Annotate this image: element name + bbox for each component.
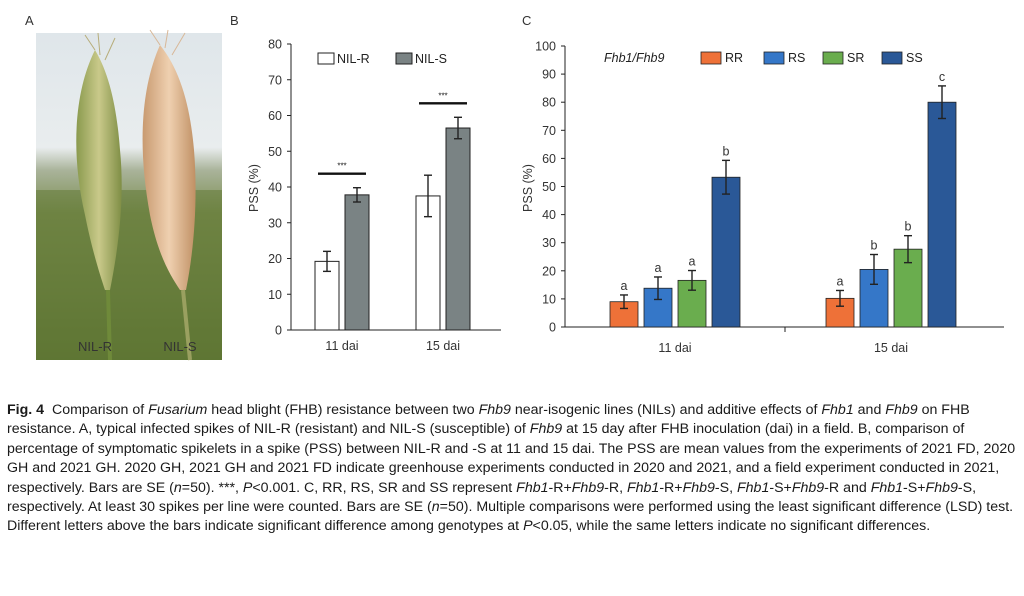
c-significance-letter: b bbox=[905, 220, 912, 234]
c-bar-ss bbox=[927, 101, 957, 328]
c-y-tick-label: 80 bbox=[542, 96, 556, 110]
b-bar-nil-s bbox=[344, 194, 370, 331]
b-y-tick-label: 60 bbox=[268, 109, 282, 123]
panel-b-y-axis-title: PSS (%) bbox=[247, 164, 261, 212]
legend-swatch-nil-s bbox=[395, 52, 413, 65]
b-y-tick-label: 30 bbox=[268, 216, 282, 230]
b-bar-nil-r bbox=[314, 260, 340, 331]
c-y-tick-label: 100 bbox=[535, 40, 556, 54]
c-y-tick-label: 90 bbox=[542, 68, 556, 82]
c-y-tick-label: 0 bbox=[549, 321, 556, 335]
caption-fig-label: Fig. 4 bbox=[7, 402, 45, 418]
b-bar-nil-r bbox=[415, 195, 441, 331]
c-significance-letter: a bbox=[655, 261, 662, 275]
panel-a-label: A bbox=[25, 13, 34, 28]
b-y-tick-label: 40 bbox=[268, 181, 282, 195]
c-significance-letter: a bbox=[837, 274, 844, 288]
c-y-tick-label: 40 bbox=[542, 208, 556, 222]
wheat-photo bbox=[36, 29, 222, 361]
b-significance-label: *** bbox=[438, 91, 447, 100]
nil-s-photo-label: NIL-S bbox=[163, 339, 197, 354]
figure: A NIL-R NIL-S B NIL-R NIL-S PSS (%) 0 10 2… bbox=[25, 13, 1004, 361]
b-y-tick-label: 20 bbox=[268, 252, 282, 266]
nil-r-photo-label: NIL-R bbox=[78, 339, 112, 354]
legend-label-ss: SS bbox=[906, 51, 923, 65]
b-significance-label: *** bbox=[337, 162, 346, 171]
b-y-tick-label: 80 bbox=[268, 38, 282, 52]
b-x-tick-label: 11 dai bbox=[325, 339, 358, 353]
c-y-tick-label: 50 bbox=[542, 180, 556, 194]
legend-label-rs: RS bbox=[788, 51, 805, 65]
legend-swatch-ss bbox=[881, 51, 903, 65]
panel-b-label: B bbox=[230, 13, 239, 28]
legend-swatch-nil-r bbox=[317, 52, 335, 65]
c-y-tick-label: 30 bbox=[542, 236, 556, 250]
b-y-tick-label: 70 bbox=[268, 73, 282, 87]
c-y-tick-label: 10 bbox=[542, 292, 556, 306]
legend-title: Fhb1/Fhb9 bbox=[604, 51, 665, 65]
b-x-tick-label: 15 dai bbox=[426, 339, 460, 353]
c-x-tick-label: 11 dai bbox=[658, 341, 691, 355]
c-x-tick-label: 15 dai bbox=[874, 341, 908, 355]
b-bar-nil-s bbox=[445, 127, 471, 331]
panel-b-chart: B NIL-R NIL-S PSS (%) 0 10 20 30 40 50 60 70 80 1… bbox=[230, 13, 501, 353]
legend-label-sr: SR bbox=[847, 51, 864, 65]
c-y-tick-label: 60 bbox=[542, 152, 556, 166]
c-significance-letter: a bbox=[621, 279, 628, 293]
panel-c-label: C bbox=[522, 13, 531, 28]
panel-c-y-axis-title: PSS (%) bbox=[521, 164, 535, 212]
b-y-tick-label: 0 bbox=[275, 324, 282, 338]
figure-caption: Fig. 4 Comparison of Fusarium head bligh… bbox=[7, 402, 1016, 535]
legend-swatch-rr bbox=[700, 51, 722, 65]
b-y-tick-label: 10 bbox=[268, 288, 282, 302]
panel-c-chart: C Fhb1/Fhb9 RR RS SR SS PSS (%) 0 10 20 30 40 50… bbox=[521, 13, 1004, 355]
c-significance-letter: b bbox=[723, 144, 730, 158]
c-y-tick-label: 70 bbox=[542, 124, 556, 138]
c-bar-ss bbox=[711, 176, 741, 328]
legend-label-nil-s: NIL-S bbox=[415, 52, 447, 66]
legend-label-nil-r: NIL-R bbox=[337, 52, 370, 66]
c-y-tick-label: 20 bbox=[542, 264, 556, 278]
legend-label-rr: RR bbox=[725, 51, 743, 65]
legend-swatch-rs bbox=[763, 51, 785, 65]
c-significance-letter: c bbox=[939, 70, 945, 84]
panel-a: A NIL-R NIL-S bbox=[25, 13, 222, 361]
c-significance-letter: b bbox=[871, 239, 878, 253]
b-y-tick-label: 50 bbox=[268, 145, 282, 159]
c-significance-letter: a bbox=[689, 255, 696, 269]
legend-swatch-sr bbox=[822, 51, 844, 65]
